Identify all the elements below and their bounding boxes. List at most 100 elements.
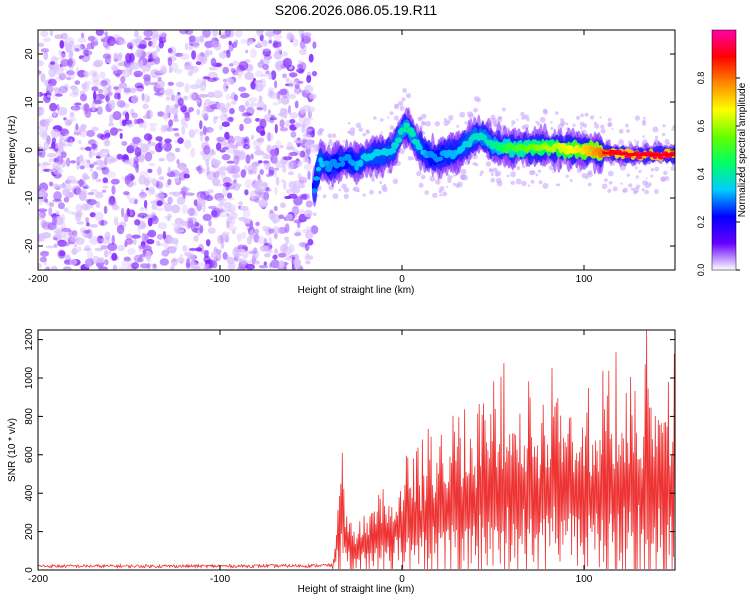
y-tick-label: 0: [24, 147, 35, 153]
noise-blob: [201, 113, 206, 118]
noise-blob: [228, 225, 237, 231]
noise-blob: [259, 118, 267, 129]
noise-blob: [90, 188, 98, 193]
noise-blob: [289, 119, 296, 124]
noise-blob: [232, 135, 243, 142]
noise-blob: [184, 139, 192, 150]
noise-blob: [306, 195, 311, 200]
noise-blob: [211, 158, 217, 165]
noise-blob: [179, 165, 187, 172]
noise-blob: [228, 63, 234, 67]
ridge-halo: [576, 115, 581, 120]
noise-blob: [124, 241, 128, 248]
noise-blob: [229, 107, 235, 115]
ridge-halo: [362, 132, 367, 137]
noise-blob: [298, 176, 308, 184]
noise-blob: [137, 212, 148, 218]
noise-blob: [293, 196, 303, 206]
noise-blob: [141, 232, 146, 242]
noise-blob: [226, 213, 230, 217]
ridge-halo: [416, 170, 422, 177]
noise-blob: [263, 252, 271, 258]
noise-blob: [304, 243, 310, 252]
noise-blob: [280, 244, 288, 254]
noise-blob: [38, 42, 45, 47]
noise-blob: [170, 265, 175, 270]
noise-blob: [242, 209, 251, 218]
noise-blob: [45, 122, 49, 131]
noise-blob: [167, 81, 174, 86]
noise-blob: [151, 211, 157, 217]
noise-blob: [284, 195, 292, 200]
noise-blob: [200, 52, 205, 57]
noise-blob: [249, 229, 254, 239]
ridge-halo: [526, 117, 530, 122]
noise-blob: [225, 77, 233, 81]
noise-blob: [240, 92, 250, 98]
noise-blob: [282, 51, 288, 57]
noise-blob: [135, 87, 144, 92]
ridge-halo: [494, 172, 499, 177]
noise-blob: [244, 72, 254, 80]
noise-blob: [89, 163, 95, 168]
ridge-halo: [654, 135, 659, 139]
noise-blob: [129, 142, 139, 149]
noise-blob: [221, 121, 230, 127]
noise-blob: [112, 264, 118, 270]
ridge-cell: [332, 159, 338, 164]
noise-blob: [304, 255, 314, 261]
noise-blob: [96, 166, 102, 171]
noise-blob: [71, 247, 77, 256]
noise-blob: [155, 79, 166, 89]
noise-blob: [119, 40, 127, 45]
ridge-halo: [661, 132, 666, 137]
noise-blob: [226, 49, 231, 58]
noise-blob: [142, 93, 151, 104]
ridge-halo: [378, 190, 382, 195]
noise-blob: [220, 240, 225, 250]
noise-blob: [57, 184, 67, 189]
noise-blob: [158, 176, 165, 181]
noise-blob: [50, 128, 60, 138]
noise-blob: [202, 125, 207, 136]
noise-blob: [151, 203, 158, 211]
noise-blob: [288, 93, 296, 100]
noise-blob: [255, 70, 264, 78]
noise-blob: [115, 73, 121, 78]
noise-blob: [296, 161, 303, 167]
noise-blob: [249, 102, 257, 107]
noise-blob: [289, 112, 299, 119]
noise-blob: [260, 130, 266, 136]
noise-blob: [77, 37, 87, 43]
noise-blob: [44, 198, 49, 203]
noise-blob: [256, 100, 265, 111]
noise-blob: [308, 53, 314, 63]
noise-blob: [207, 78, 218, 82]
colorbar-label: Normalized spectral amplitude: [737, 82, 748, 217]
noise-blob: [109, 114, 114, 124]
noise-blob: [46, 94, 51, 98]
noise-blob: [294, 232, 302, 237]
noise-blob: [224, 131, 230, 140]
noise-blob: [304, 128, 313, 132]
noise-blob: [288, 80, 294, 89]
noise-blob: [39, 256, 47, 263]
noise-blob: [187, 207, 196, 217]
noise-blob: [105, 95, 109, 101]
ridge-cell: [657, 155, 665, 160]
noise-blob: [184, 113, 191, 122]
noise-blob: [133, 254, 142, 263]
noise-blob: [92, 79, 101, 87]
noise-blob: [76, 246, 82, 253]
noise-blob: [62, 188, 70, 197]
ridge-halo: [331, 133, 337, 138]
noise-blob: [269, 116, 278, 121]
noise-blob: [52, 183, 59, 189]
noise-blob: [171, 223, 177, 227]
ridge-halo: [448, 175, 453, 180]
noise-blob: [91, 172, 96, 181]
noise-blob: [116, 153, 124, 160]
noise-blob: [293, 180, 299, 189]
noise-blob: [61, 227, 71, 233]
ridge-halo: [554, 111, 559, 115]
